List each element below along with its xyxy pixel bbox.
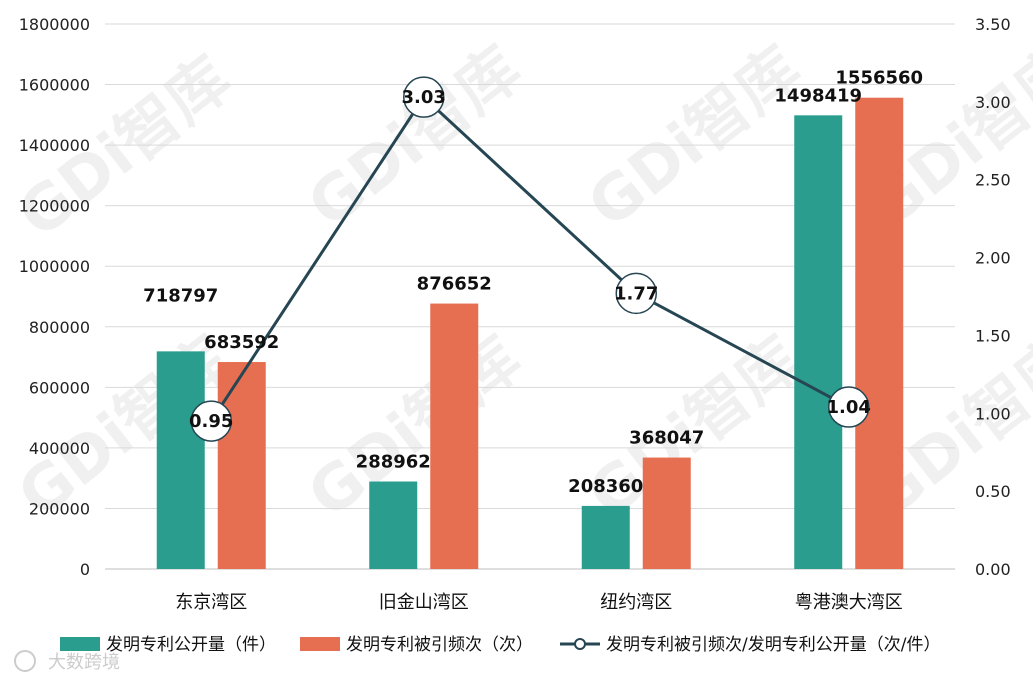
left-axis-tick-label: 1200000 <box>19 197 90 216</box>
bar-patent-citations <box>642 457 691 569</box>
bar-value-label: 1556560 <box>835 68 923 89</box>
ratio-point-label: 3.03 <box>402 87 446 108</box>
legend-label: 发明专利公开量（件） <box>106 635 276 655</box>
category-label: 粤港澳大湾区 <box>795 592 903 613</box>
bar-patent-publications <box>156 351 205 569</box>
category-label: 东京湾区 <box>175 592 247 613</box>
watermark-text: GDi智库 <box>574 32 814 242</box>
right-axis-tick-label: 1.50 <box>975 326 1011 345</box>
bar-value-label: 368047 <box>629 428 704 449</box>
bar-value-label: 288962 <box>356 452 431 473</box>
logo-text: 大数跨境 <box>48 652 120 673</box>
ratio-point <box>403 76 445 118</box>
ratio-point-label: 1.77 <box>614 283 658 304</box>
right-axis-tick-label: 2.50 <box>975 171 1011 190</box>
bar-value-label: 876652 <box>417 274 492 295</box>
left-axis-tick-label: 800000 <box>29 318 90 337</box>
left-axis-tick-label: 1000000 <box>19 257 90 276</box>
right-axis-tick-label: 3.00 <box>975 93 1011 112</box>
bars <box>156 97 904 570</box>
left-axis-tick-label: 600000 <box>29 378 90 397</box>
watermark-text: GDi智库 <box>294 32 534 242</box>
legend-swatch <box>60 637 100 651</box>
bar-value-label: 208360 <box>568 476 643 497</box>
left-axis-tick-label: 200000 <box>29 499 90 518</box>
ratio-line-path <box>209 94 850 422</box>
category-label: 旧金山湾区 <box>379 592 469 613</box>
bar-value-label: 1498419 <box>774 85 862 106</box>
category-label: 纽约湾区 <box>600 592 672 613</box>
bar-patent-citations <box>855 97 904 569</box>
bar-patent-publications <box>369 481 418 569</box>
right-axis-tick-label: 1.00 <box>975 404 1011 423</box>
ratio-point-label: 1.04 <box>827 397 871 418</box>
bar-patent-citations <box>430 303 479 569</box>
right-axis-tick-label: 2.00 <box>975 249 1011 268</box>
right-axis-tick-label: 0.00 <box>975 560 1011 579</box>
left-axis: 0 200000 400000 600000 800000 1000000 1200000 1… <box>19 15 90 579</box>
ratio-line: 0.95 3.03 1.77 1.04 <box>189 76 871 442</box>
bar-value-label: 683592 <box>204 332 279 353</box>
bar-patent-citations <box>217 362 266 569</box>
category-labels: 东京湾区 旧金山湾区 纽约湾区 粤港澳大湾区 <box>175 592 903 613</box>
legend-label: 发明专利被引频次/发明专利公开量（次/件） <box>606 635 940 655</box>
left-axis-tick-label: 1400000 <box>19 136 90 155</box>
bar-patent-publications <box>581 505 630 569</box>
right-axis: 0.00 0.50 1.00 1.50 2.00 2.50 3.00 3.50 <box>975 15 1011 579</box>
left-axis-tick-label: 400000 <box>29 439 90 458</box>
ratio-point-label: 0.95 <box>189 411 233 432</box>
right-axis-tick-label: 3.50 <box>975 15 1011 34</box>
right-axis-tick-label: 0.50 <box>975 482 1011 501</box>
left-axis-tick-label: 1800000 <box>19 15 90 34</box>
legend-label: 发明专利被引频次（次） <box>346 635 533 655</box>
legend: 发明专利公开量（件） 发明专利被引频次（次） 发明专利被引频次/发明专利公开量（次/… <box>60 635 940 655</box>
ratio-point <box>190 400 232 442</box>
data-labels: 718797 288962 208360 1498419 683592 876652 368… <box>143 68 923 497</box>
ratio-point <box>828 386 870 428</box>
left-axis-tick-label: 0 <box>80 560 90 579</box>
footer-logo: 大数跨境 <box>14 650 120 673</box>
bar-value-label: 718797 <box>143 285 218 306</box>
left-axis-tick-label: 1600000 <box>19 76 90 95</box>
legend-marker <box>574 638 586 650</box>
bar-patent-publications <box>794 115 843 570</box>
logo-icon <box>14 650 36 672</box>
ratio-point <box>615 272 657 315</box>
legend-swatch <box>300 637 340 651</box>
